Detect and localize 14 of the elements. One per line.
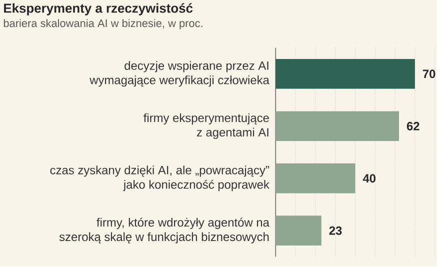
- data-label: 62: [406, 122, 420, 131]
- text: bariera skalowania AI w biznesie, w proc.: [4, 19, 202, 30]
- bar: [276, 59, 415, 89]
- data-label: 23: [329, 226, 342, 235]
- y-tick-label: decyzje wspierane przez AI wymagające weryfikacji człowieka: [90, 61, 270, 87]
- y-tick-label: firmy, które wdrożyły agentów na szeroką skalę w funkcjach biznesowych: [59, 218, 270, 244]
- bar: [276, 216, 322, 246]
- data-label: 70: [422, 70, 436, 78]
- data-label: 40: [362, 174, 376, 183]
- text: Eksperymenty a rzeczywistość: [4, 3, 193, 16]
- y-tick-label: czas zyskany dzięki AI, ale „powracający” jako konieczność poprawek: [50, 166, 270, 192]
- y-tick-label: firmy eksperymentujące z agentami AI: [144, 113, 269, 140]
- bar: [276, 164, 356, 194]
- bar: [276, 111, 400, 142]
